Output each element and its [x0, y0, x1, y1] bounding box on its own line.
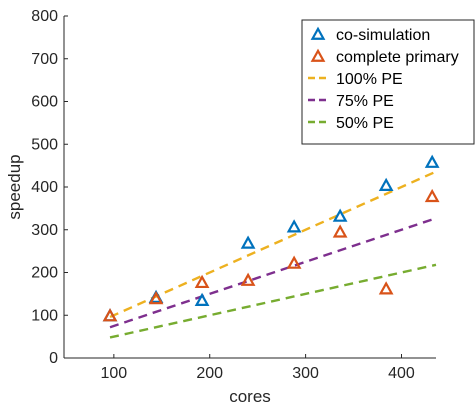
y-tick-label: 500: [31, 136, 58, 153]
legend-label: 50% PE: [336, 115, 394, 132]
data-point-series-1: [194, 274, 210, 289]
series-line-4: [109, 263, 437, 339]
data-point-series-0: [240, 235, 256, 249]
legend-box: [301, 19, 475, 145]
y-tick-label: 300: [31, 222, 58, 239]
y-tick-label: 200: [31, 265, 58, 282]
data-point-series-0: [378, 177, 394, 192]
legend-entry: 50% PE: [308, 115, 394, 132]
data-point-series-1: [148, 291, 164, 305]
x-tick-label: 200: [196, 365, 223, 382]
legend-entry: co-simulation: [310, 26, 430, 44]
legend-entry: 75% PE: [308, 93, 394, 110]
series-line-3: [109, 217, 437, 329]
data-point-series-0: [424, 154, 440, 168]
y-tick-label: 100: [31, 307, 58, 324]
y-axis-title: speedup: [5, 154, 24, 219]
data-point-series-1: [102, 308, 118, 322]
x-axis: 100 200 300 400: [101, 354, 415, 382]
y-tick-label: 600: [31, 94, 58, 111]
y-axis: 0 100 200 300 400 500 600 700 800: [31, 8, 68, 367]
data-point-series-1: [332, 224, 348, 238]
legend-label: 100% PE: [336, 71, 403, 88]
legend-label: co-simulation: [336, 27, 430, 44]
legend-entry: complete primary: [310, 48, 459, 66]
legend-entry: 100% PE: [308, 71, 403, 88]
legend-marker: [310, 48, 326, 62]
y-tick-label: 0: [49, 350, 58, 367]
data-point-series-1: [424, 188, 440, 203]
legend-label: 75% PE: [336, 93, 394, 110]
x-tick-label: 300: [292, 365, 319, 382]
series-layer: [102, 154, 440, 339]
legend-marker: [310, 26, 326, 40]
legend: co-simulation complete primary 100% PE 75% …: [301, 19, 475, 145]
legend-label: complete primary: [336, 49, 459, 66]
data-point-series-0: [332, 208, 348, 222]
y-tick-label: 800: [31, 8, 58, 25]
data-point-series-0: [194, 292, 210, 307]
x-tick-label: 400: [388, 365, 415, 382]
y-tick-label: 400: [31, 179, 58, 196]
y-tick-label: 700: [31, 51, 58, 68]
x-tick-label: 100: [101, 365, 128, 382]
data-point-series-1: [378, 281, 394, 295]
data-point-series-1: [286, 255, 302, 269]
data-point-series-1: [240, 272, 256, 286]
x-axis-title: cores: [229, 387, 271, 406]
data-point-series-0: [286, 219, 302, 233]
